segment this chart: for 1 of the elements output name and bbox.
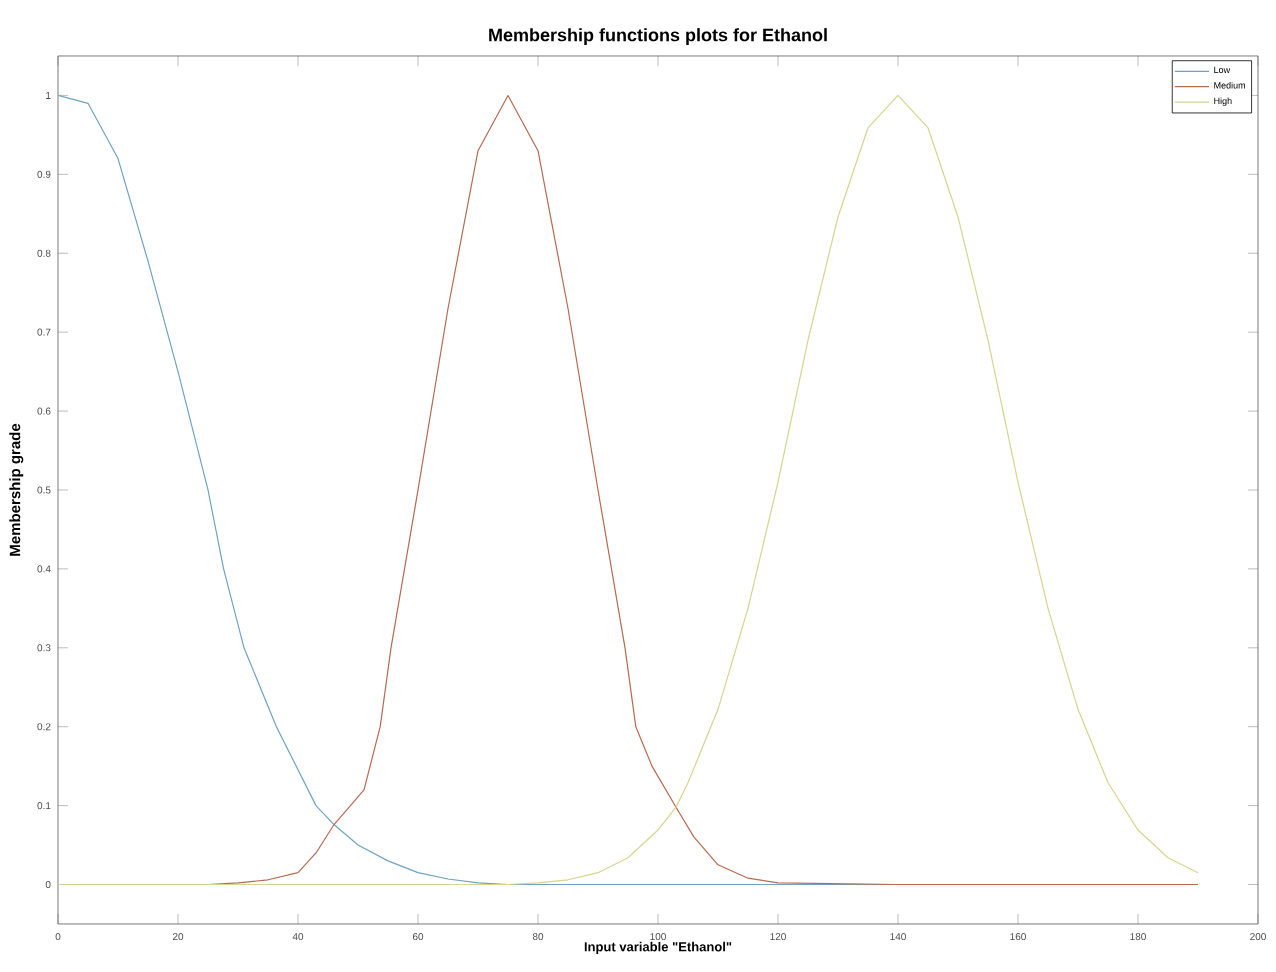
chart-title: Membership functions plots for Ethanol (489, 28, 827, 45)
